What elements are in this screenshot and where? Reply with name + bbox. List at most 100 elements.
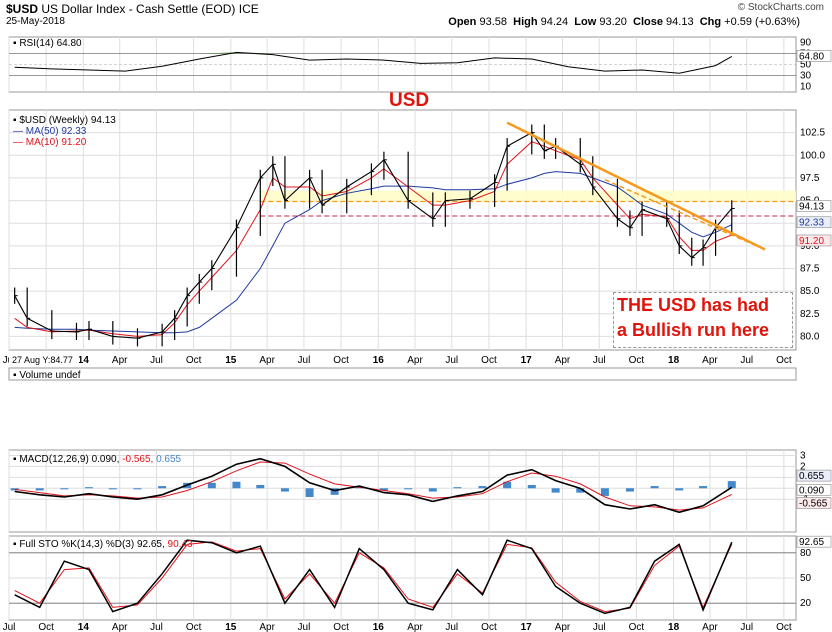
macd-hist-bar-0 bbox=[10, 488, 19, 491]
price-xtick-13: Oct bbox=[481, 355, 497, 366]
bottom-xtick-11: Apr bbox=[407, 622, 423, 632]
rsi-ytick-2: 50 bbox=[800, 60, 812, 71]
macd-hist-value-label-box bbox=[796, 469, 832, 482]
macd-hist-bar-21 bbox=[527, 484, 536, 489]
low-value: 93.20 bbox=[599, 16, 627, 28]
bottom-xtick-18: 18 bbox=[668, 622, 680, 632]
price-xtick-3: Apr bbox=[112, 355, 128, 366]
price-xtick-17: Oct bbox=[629, 355, 645, 366]
price-xtick-16: Jul bbox=[593, 355, 606, 366]
macd-hist-bar-20 bbox=[503, 481, 512, 489]
price-xtick-19: Apr bbox=[702, 355, 718, 366]
macd-legend: ▪ MACD(12,26,9) 0.090, -0.565, 0.655 bbox=[13, 454, 182, 465]
support-zone bbox=[260, 190, 797, 202]
macd-hist-bar-26 bbox=[650, 486, 659, 489]
macd-hist-bar-9 bbox=[232, 481, 241, 489]
price-xtick-10: 16 bbox=[373, 355, 385, 366]
macd-hist-bar-6 bbox=[158, 486, 167, 489]
bottom-xtick-8: Jul bbox=[298, 622, 311, 632]
annotation-note: THE USD has had a Bullish run here bbox=[613, 292, 793, 348]
ma50-value-label-box bbox=[796, 216, 832, 229]
price-xtick-11: Apr bbox=[407, 355, 423, 366]
sto-ytick-2: 20 bbox=[800, 598, 812, 609]
rsi-line bbox=[14, 51, 733, 74]
macd-line bbox=[14, 457, 733, 514]
price-ytick-7: 85.0 bbox=[800, 286, 820, 297]
price-ytick-8: 82.5 bbox=[800, 309, 820, 320]
bottom-xtick-20: Jul bbox=[740, 622, 753, 632]
ma50-legend: — MA(50) 92.33 bbox=[13, 126, 87, 137]
sto-value-label: 92.65 bbox=[799, 537, 824, 548]
macd-hist-bar-24 bbox=[600, 488, 609, 496]
rsi-ytick-3: 30 bbox=[800, 71, 812, 82]
chg-label: Chg bbox=[699, 16, 722, 28]
macd-hist-bar-27 bbox=[675, 488, 684, 491]
bottom-xtick-10: 16 bbox=[373, 622, 385, 632]
bottom-xtick-13: Oct bbox=[481, 622, 497, 632]
macd-signal-line bbox=[14, 461, 733, 511]
bottom-xtick-2: 14 bbox=[78, 622, 90, 632]
price-legend: ▪ $USD (Weekly) 94.13 bbox=[13, 115, 116, 126]
sto-legend: ▪ Full STO %K(14,3) %D(3) 92.65, 90.43 bbox=[13, 539, 193, 550]
price-value-label-box bbox=[796, 200, 832, 212]
chg-value: +0.59 (+0.63%) bbox=[724, 16, 800, 28]
bottom-xtick-4: Jul bbox=[150, 622, 163, 632]
macd-hist-bar-4 bbox=[108, 488, 117, 490]
sto-ytick-0: 80 bbox=[800, 548, 812, 559]
rsi-value-label-box bbox=[796, 50, 832, 62]
price-xtick-12: Jul bbox=[445, 355, 458, 366]
ma50-line bbox=[14, 171, 733, 334]
macd-hist-bar-12 bbox=[305, 488, 314, 498]
macd-hist-bar-17 bbox=[428, 488, 437, 492]
bottom-xtick-5: Oct bbox=[186, 622, 202, 632]
bottom-xtick-21: Oct bbox=[776, 622, 792, 632]
price-xtick-9: Oct bbox=[333, 355, 349, 366]
price-ytick-2: 97.5 bbox=[800, 173, 820, 184]
price-xtick-5: Oct bbox=[186, 355, 202, 366]
price-xtick-8: Jul bbox=[298, 355, 311, 366]
macd-hist-bar-29 bbox=[727, 481, 736, 489]
downtrend-line-dashed bbox=[604, 179, 766, 251]
price-xtick-2: 14 bbox=[78, 355, 90, 366]
macd-hist-bar-19 bbox=[478, 486, 487, 489]
bottom-xtick-6: 15 bbox=[225, 622, 237, 632]
ma10-legend: — MA(10) 91.20 bbox=[13, 137, 87, 148]
macd-value-label-box bbox=[796, 483, 832, 496]
close-label: Close bbox=[633, 16, 663, 28]
sto-value-label-box bbox=[796, 535, 832, 548]
ma10-value-label-box bbox=[796, 234, 832, 247]
macd-signal-value-label-box bbox=[796, 497, 832, 509]
price-ytick-9: 80.0 bbox=[800, 331, 820, 342]
sto-k-line bbox=[14, 539, 733, 615]
macd-hist-bar-2 bbox=[60, 488, 69, 490]
macd-hist-bar-3 bbox=[84, 487, 93, 489]
bottom-xtick-17: Oct bbox=[629, 622, 645, 632]
ohlc-readout: Open 93.58 High 94.24 Low 93.20 Close 94… bbox=[448, 16, 800, 28]
open-value: 93.58 bbox=[479, 16, 507, 28]
annotation-title: USD bbox=[389, 90, 430, 111]
high-value: 94.24 bbox=[540, 16, 569, 28]
rsi-ytick-0: 90 bbox=[800, 38, 812, 49]
macd-signal-value-label: -0.565 bbox=[799, 498, 828, 509]
low-label: Low bbox=[574, 16, 597, 28]
price-ytick-6: 87.5 bbox=[800, 263, 820, 274]
price-xtick-21: Oct bbox=[776, 355, 792, 366]
volume-legend: ▪ Volume undef bbox=[13, 370, 81, 381]
brand-watermark: © StockCharts.com bbox=[737, 2, 824, 13]
price-ytick-0: 102.5 bbox=[800, 128, 825, 139]
bottom-xtick-3: Apr bbox=[112, 622, 128, 632]
price-xtick-7: Apr bbox=[259, 355, 275, 366]
price-xtick-18: 18 bbox=[668, 355, 680, 366]
price-xtick-20: Jul bbox=[740, 355, 753, 366]
price-value-label: 94.13 bbox=[799, 201, 824, 212]
macd-hist-bar-25 bbox=[625, 488, 634, 492]
price-ytick-1: 100.0 bbox=[800, 150, 825, 161]
macd-hist-bar-22 bbox=[551, 488, 560, 493]
close-value: 94.13 bbox=[666, 16, 694, 28]
macd-hist-bar-16 bbox=[404, 488, 413, 490]
cursor-readout: 27 Aug Y:84.77 bbox=[12, 355, 73, 365]
macd-hist-bar-10 bbox=[256, 484, 265, 489]
rsi-value-label: 64.80 bbox=[799, 51, 824, 62]
